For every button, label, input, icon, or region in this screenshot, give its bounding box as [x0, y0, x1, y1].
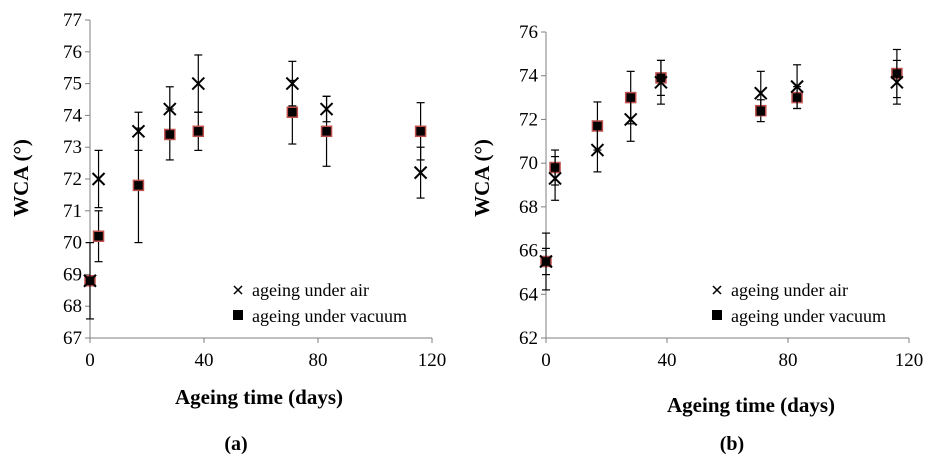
y-tick-label: 69: [63, 264, 82, 285]
data-point-vacuum: [414, 125, 427, 138]
y-axis-label-a: WCA (°): [9, 139, 33, 217]
data-point-air: [91, 172, 106, 186]
x-tick-label: 120: [895, 350, 924, 371]
data-point-vacuum: [92, 230, 105, 242]
x-tick-label: 120: [418, 350, 447, 371]
data-point-air: [539, 254, 553, 269]
data-point-air: [83, 274, 97, 288]
chart-panel-a: 67 68 69 70 71 72 73 74 75 76 77 0 40 80 120 ageing und…: [9, 10, 446, 455]
panel-label-b: (b): [720, 433, 744, 455]
y-tick-label: 75: [63, 74, 82, 95]
legend-marker-air: [233, 285, 243, 295]
y-tick-label: 70: [519, 153, 538, 174]
chart-marks-a: 67 68 69 70 71 72 73 74 75 76 77 0 40 80 120 ageing und…: [63, 10, 446, 371]
y-tick-label: 77: [63, 10, 82, 31]
x-tick-label: 40: [195, 350, 214, 371]
x-axis-label-b: Ageing time (days): [667, 393, 835, 417]
legend-label-air: ageing under air: [252, 280, 369, 300]
y-tick-label: 76: [63, 42, 82, 63]
legend-marker-vacuum: [712, 310, 722, 320]
chart-panel-b: 62 64 66 68 70 72 74 76 0 40 80 120 ageing under air…: [470, 22, 923, 455]
data-point-air: [191, 76, 206, 91]
data-point-vacuum: [320, 125, 333, 138]
y-tick-label: 64: [519, 284, 539, 305]
x-axis-label-a: Ageing time (days): [175, 385, 343, 409]
x-tick-label: 80: [309, 350, 328, 371]
x-tick-label: 0: [85, 350, 95, 371]
panel-label-a: (a): [224, 433, 247, 455]
data-point-vacuum: [132, 179, 145, 192]
x-tick-label: 0: [541, 350, 551, 371]
data-point-air: [623, 112, 638, 127]
y-tick-label: 70: [63, 233, 82, 254]
y-tick-label: 74: [519, 66, 539, 87]
legend-label-vacuum: ageing under vacuum: [252, 306, 407, 326]
data-point-air: [548, 171, 562, 186]
legend-label-vacuum: ageing under vacuum: [731, 306, 886, 326]
data-point-air: [790, 79, 804, 94]
data-point-air: [285, 76, 300, 91]
y-tick-label: 66: [519, 241, 538, 262]
x-tick-label: 80: [779, 350, 798, 371]
y-tick-label: 62: [519, 328, 538, 349]
y-tick-label: 76: [519, 22, 538, 43]
chart-marks-b: 62 64 66 68 70 72 74 76 0 40 80 120 ageing under air…: [519, 22, 923, 371]
legend-marker-air: [712, 285, 722, 295]
data-point-air: [754, 86, 768, 100]
data-point-air: [590, 143, 605, 157]
y-tick-label: 68: [63, 296, 82, 317]
y-tick-label: 72: [519, 109, 538, 130]
data-point-air: [413, 165, 428, 180]
data-point-air: [890, 75, 904, 89]
y-tick-label: 74: [63, 105, 83, 126]
legend: ageing under air ageing under vacuum: [712, 280, 886, 326]
legend: ageing under air ageing under vacuum: [233, 280, 407, 326]
legend-marker-vacuum: [233, 310, 243, 320]
y-tick-label: 73: [63, 137, 82, 158]
y-tick-label: 72: [63, 169, 82, 190]
y-tick-label: 71: [63, 201, 82, 222]
data-point-vacuum: [192, 125, 205, 138]
y-axis-label-b: WCA (°): [470, 139, 494, 217]
data-point-air: [163, 102, 177, 116]
data-point-air: [131, 124, 146, 139]
data-point-air: [319, 102, 334, 116]
x-tick-label: 40: [658, 350, 677, 371]
y-tick-label: 68: [519, 197, 538, 218]
legend-label-air: ageing under air: [731, 280, 848, 300]
y-tick-label: 67: [63, 328, 82, 349]
data-point-air: [654, 75, 668, 89]
data-point-vacuum: [286, 106, 299, 118]
